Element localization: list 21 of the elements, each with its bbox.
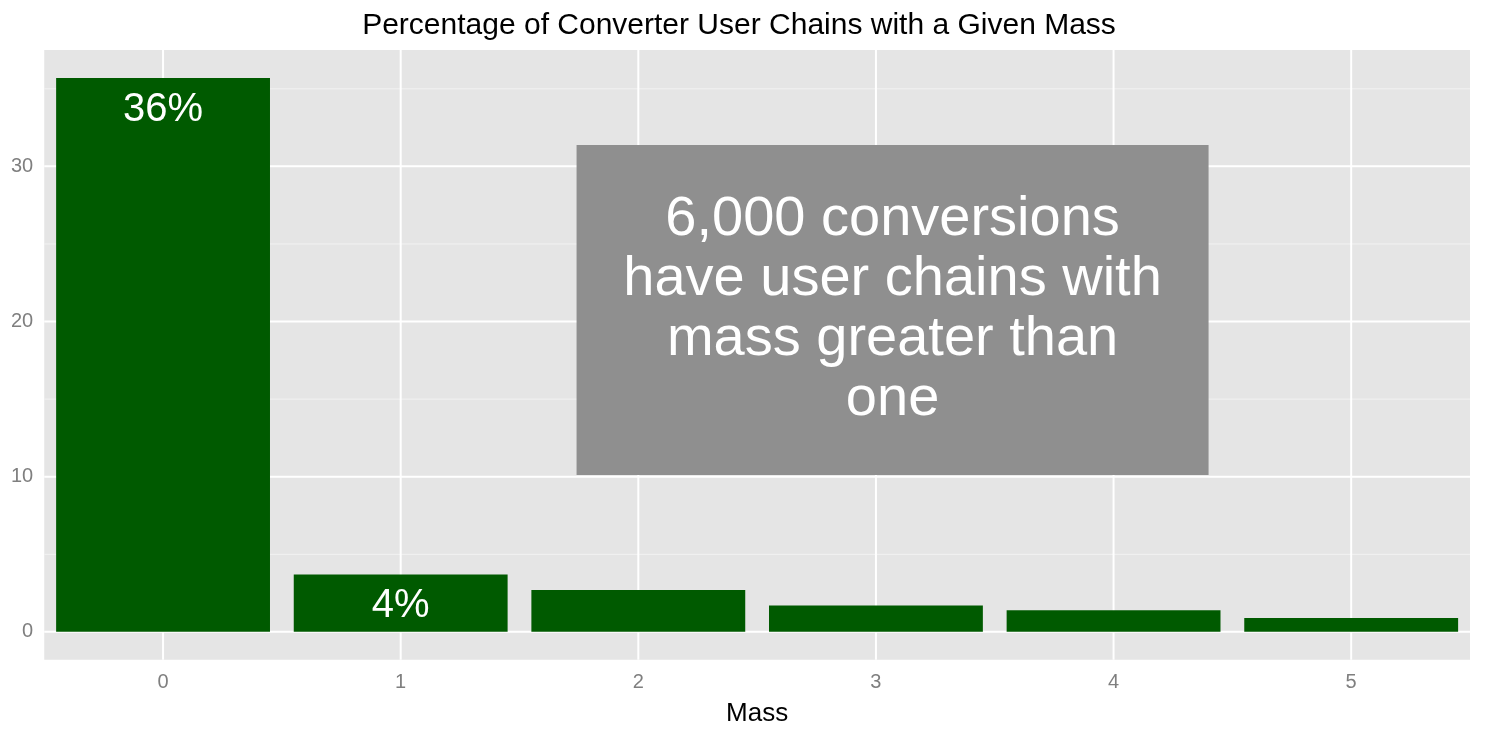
chart-title: Percentage of Converter User Chains with a Given Mass [362, 7, 1116, 41]
y-tick-label: 20 [11, 309, 34, 332]
bar [531, 589, 746, 632]
bar [293, 574, 508, 632]
bar [1006, 610, 1221, 632]
x-tick-label: 4 [1108, 670, 1120, 693]
bar [1244, 617, 1459, 632]
data-label: 4% [371, 581, 430, 626]
data-label: 36% [123, 84, 204, 129]
x-tick-label: 2 [632, 670, 644, 693]
annotation: 6,000 conversions have user chains with mass greater than one [623, 184, 1162, 428]
y-tick-label: 10 [11, 464, 34, 487]
x-axis-title: Mass [726, 696, 789, 727]
bar [769, 605, 983, 632]
y-tick-label: 0 [22, 619, 34, 642]
bar [56, 77, 270, 632]
x-tick-label: 5 [1345, 670, 1357, 693]
x-tick-label: 1 [395, 670, 407, 693]
x-tick-label: 0 [157, 670, 169, 693]
x-tick-label: 3 [870, 670, 882, 693]
y-tick-label: 30 [11, 153, 34, 176]
